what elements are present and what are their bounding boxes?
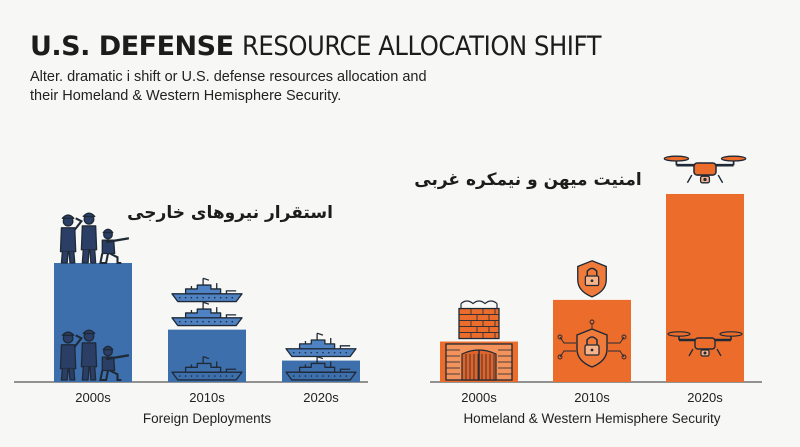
title-rest: RESOURCE ALLOCATION SHIFT: [241, 31, 601, 62]
warship-icon-base-2020s: [285, 355, 357, 381]
warship-icon-base: [171, 355, 243, 381]
chart-title: U.S. DEFENSE RESOURCE ALLOCATION SHIFT: [30, 30, 641, 64]
tick-label-foreign-2010s: 2010s: [189, 390, 225, 405]
warship-icon-top-2020s: [285, 332, 357, 358]
border-gate-icon-base: [445, 343, 513, 381]
annotation-homeland: امنیت میهن و نیمکره غربی: [414, 170, 641, 190]
tick-label-homeland-2010s: 2010s: [574, 390, 610, 405]
warship-icon-lower: [171, 301, 243, 327]
title-bold: U.S. DEFENSE: [30, 31, 234, 62]
tick-label-homeland-2000s: 2000s: [461, 390, 497, 405]
warship-icon-upper: [171, 277, 243, 303]
border-wall-icon-top: [458, 300, 500, 340]
group-label-foreign: Foreign Deployments: [143, 411, 272, 426]
group-label-homeland: Homeland & Western Hemisphere Security: [463, 411, 720, 426]
drone-icon-top: [663, 155, 747, 184]
soldiers-icon-base: [59, 329, 130, 382]
shield-lock-icon-base: [557, 319, 627, 368]
annotation-foreign: استقرار نیروهای خارجی: [127, 203, 333, 223]
tick-label-foreign-2020s: 2020s: [303, 390, 339, 405]
chart-subtitle: Alter. dramatic i shift or U.S. defense …: [30, 69, 427, 104]
drone-icon-base: [667, 331, 743, 357]
shield-lock-icon-top: [577, 260, 607, 298]
tick-label-foreign-2000s: 2000s: [75, 390, 111, 405]
soldiers-icon-top: [59, 212, 130, 265]
tick-label-homeland-2020s: 2020s: [687, 390, 723, 405]
